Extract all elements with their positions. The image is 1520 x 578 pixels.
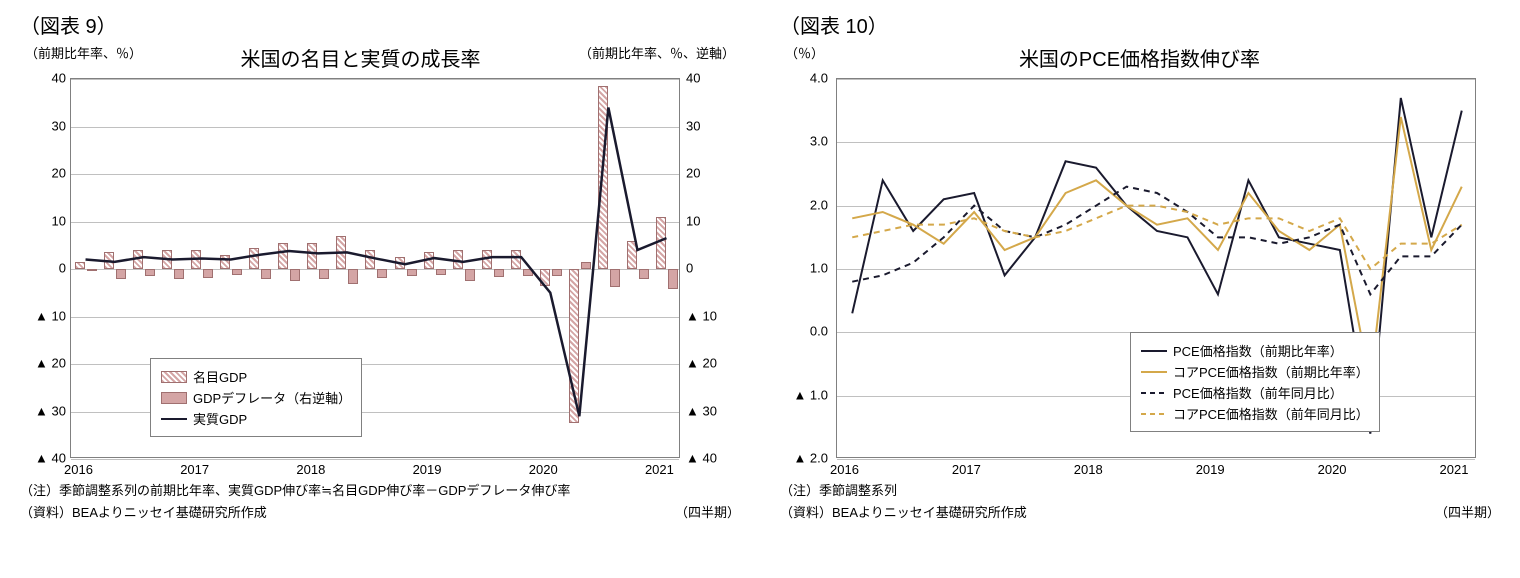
y-left-tick: 20 <box>26 166 66 181</box>
x-tick: 2021 <box>1440 462 1469 477</box>
legend-swatch <box>161 392 187 404</box>
legend-label: コアPCE価格指数（前年同月比） <box>1173 404 1369 423</box>
y-right-tick: 30 <box>686 118 730 133</box>
legend-label: PCE価格指数（前年同月比） <box>1173 383 1343 402</box>
legend-row: PCE価格指数（前期比年率） <box>1141 341 1369 360</box>
x-tick: 2018 <box>296 462 325 477</box>
figure-9-chart: 403020100▲ 10▲ 20▲ 30▲ 40▲ 40▲ 30▲ 20▲ 1… <box>20 78 740 478</box>
legend-row: コアPCE価格指数（前年同月比） <box>1141 404 1369 423</box>
figure-9-panel: （図表 9） （前期比年率、％） 米国の名目と実質の成長率 （前期比年率、％、逆… <box>0 0 760 578</box>
figure-10-label: （図表 10） <box>780 10 1500 39</box>
y-right-tick: ▲ 30 <box>686 403 730 418</box>
x-tick: 2018 <box>1074 462 1103 477</box>
legend-row: 名目GDP <box>161 367 351 386</box>
y-left-tick: 40 <box>26 71 66 86</box>
figure-9-note1: （注）季節調整系列の前期比年率、実質GDP伸び率≒名目GDP伸び率－GDPデフレ… <box>20 482 740 500</box>
y-right-tick: ▲ 10 <box>686 308 730 323</box>
y-right-label: （前期比年率、％、逆軸） <box>579 43 735 74</box>
legend-row: 実質GDP <box>161 409 351 428</box>
y-tick: ▲ 2.0 <box>788 451 828 466</box>
figure-10-chart: 4.03.02.01.00.0▲ 1.0▲ 2.0201620172018201… <box>780 78 1500 478</box>
legend-swatch <box>161 371 187 383</box>
legend-label: 名目GDP <box>193 367 247 386</box>
gridline <box>837 459 1475 460</box>
y-left-tick: ▲ 10 <box>26 308 66 323</box>
legend-label: 実質GDP <box>193 409 247 428</box>
x-tick: 2020 <box>1318 462 1347 477</box>
figure-10-note2: （資料）BEAよりニッセイ基礎研究所作成 <box>780 504 1027 522</box>
figure-10-xunit: （四半期） <box>1435 504 1500 522</box>
figure-9-legend: 名目GDP GDPデフレータ（右逆軸） 実質GDP <box>150 358 362 437</box>
gridline <box>71 459 679 460</box>
y-tick: 3.0 <box>788 134 828 149</box>
figure-9-label: （図表 9） <box>20 10 740 39</box>
x-tick: 2021 <box>645 462 674 477</box>
y-right-tick: ▲ 40 <box>686 451 730 466</box>
legend-label: コアPCE価格指数（前期比年率） <box>1173 362 1369 381</box>
legend-row: GDPデフレータ（右逆軸） <box>161 388 351 407</box>
x-tick: 2019 <box>1196 462 1225 477</box>
y-tick: 1.0 <box>788 261 828 276</box>
y-left-tick: 30 <box>26 118 66 133</box>
y-tick: 2.0 <box>788 197 828 212</box>
legend-row: コアPCE価格指数（前期比年率） <box>1141 362 1369 381</box>
y-left-tick: ▲ 40 <box>26 451 66 466</box>
y-right-tick: 0 <box>686 261 730 276</box>
x-tick: 2017 <box>180 462 209 477</box>
y-tick: 4.0 <box>788 71 828 86</box>
y-left-tick: 0 <box>26 261 66 276</box>
figure-10-panel: （図表 10） （％） 米国のPCE価格指数伸び率 4.0 3.0 2.0 1.0 0.… <box>760 0 1520 578</box>
legend-swatch <box>1141 350 1167 352</box>
legend-swatch <box>161 418 187 420</box>
y-left-tick: 10 <box>26 213 66 228</box>
x-tick: 2020 <box>529 462 558 477</box>
y-left-tick: ▲ 20 <box>26 356 66 371</box>
legend-row: PCE価格指数（前年同月比） <box>1141 383 1369 402</box>
figure-9-axis-labels: （前期比年率、％） 米国の名目と実質の成長率 （前期比年率、％、逆軸） <box>20 43 740 74</box>
legend-swatch <box>1141 371 1167 373</box>
y-label: （％） <box>785 43 824 74</box>
x-tick: 2019 <box>413 462 442 477</box>
legend-swatch <box>1141 413 1167 415</box>
legend-label: GDPデフレータ（右逆軸） <box>193 388 351 407</box>
y-left-label: （前期比年率、％） <box>25 43 142 74</box>
x-tick: 2017 <box>952 462 981 477</box>
figure-9-xunit: （四半期） <box>675 504 740 522</box>
y-right-tick: ▲ 20 <box>686 356 730 371</box>
y-right-tick: 10 <box>686 213 730 228</box>
y-left-tick: ▲ 30 <box>26 403 66 418</box>
y-right-tick: 40 <box>686 71 730 86</box>
legend-swatch <box>1141 392 1167 394</box>
x-tick: 2016 <box>64 462 93 477</box>
figure-10-title: 米国のPCE価格指数伸び率 <box>824 43 1455 72</box>
pce-yoy-line <box>852 187 1462 295</box>
x-tick: 2016 <box>830 462 859 477</box>
y-tick: ▲ 1.0 <box>788 387 828 402</box>
legend-label: PCE価格指数（前期比年率） <box>1173 341 1343 360</box>
figure-10-note1: （注）季節調整系列 <box>780 482 1500 500</box>
figure-10-axis-labels: （％） 米国のPCE価格指数伸び率 <box>780 43 1500 74</box>
y-tick: 0.0 <box>788 324 828 339</box>
figure-10-legend: PCE価格指数（前期比年率） コアPCE価格指数（前期比年率） PCE価格指数（前年… <box>1130 332 1380 432</box>
y-right-tick: 20 <box>686 166 730 181</box>
figure-9-title: 米国の名目と実質の成長率 <box>142 43 579 72</box>
figure-9-note2: （資料）BEAよりニッセイ基礎研究所作成 <box>20 504 267 522</box>
